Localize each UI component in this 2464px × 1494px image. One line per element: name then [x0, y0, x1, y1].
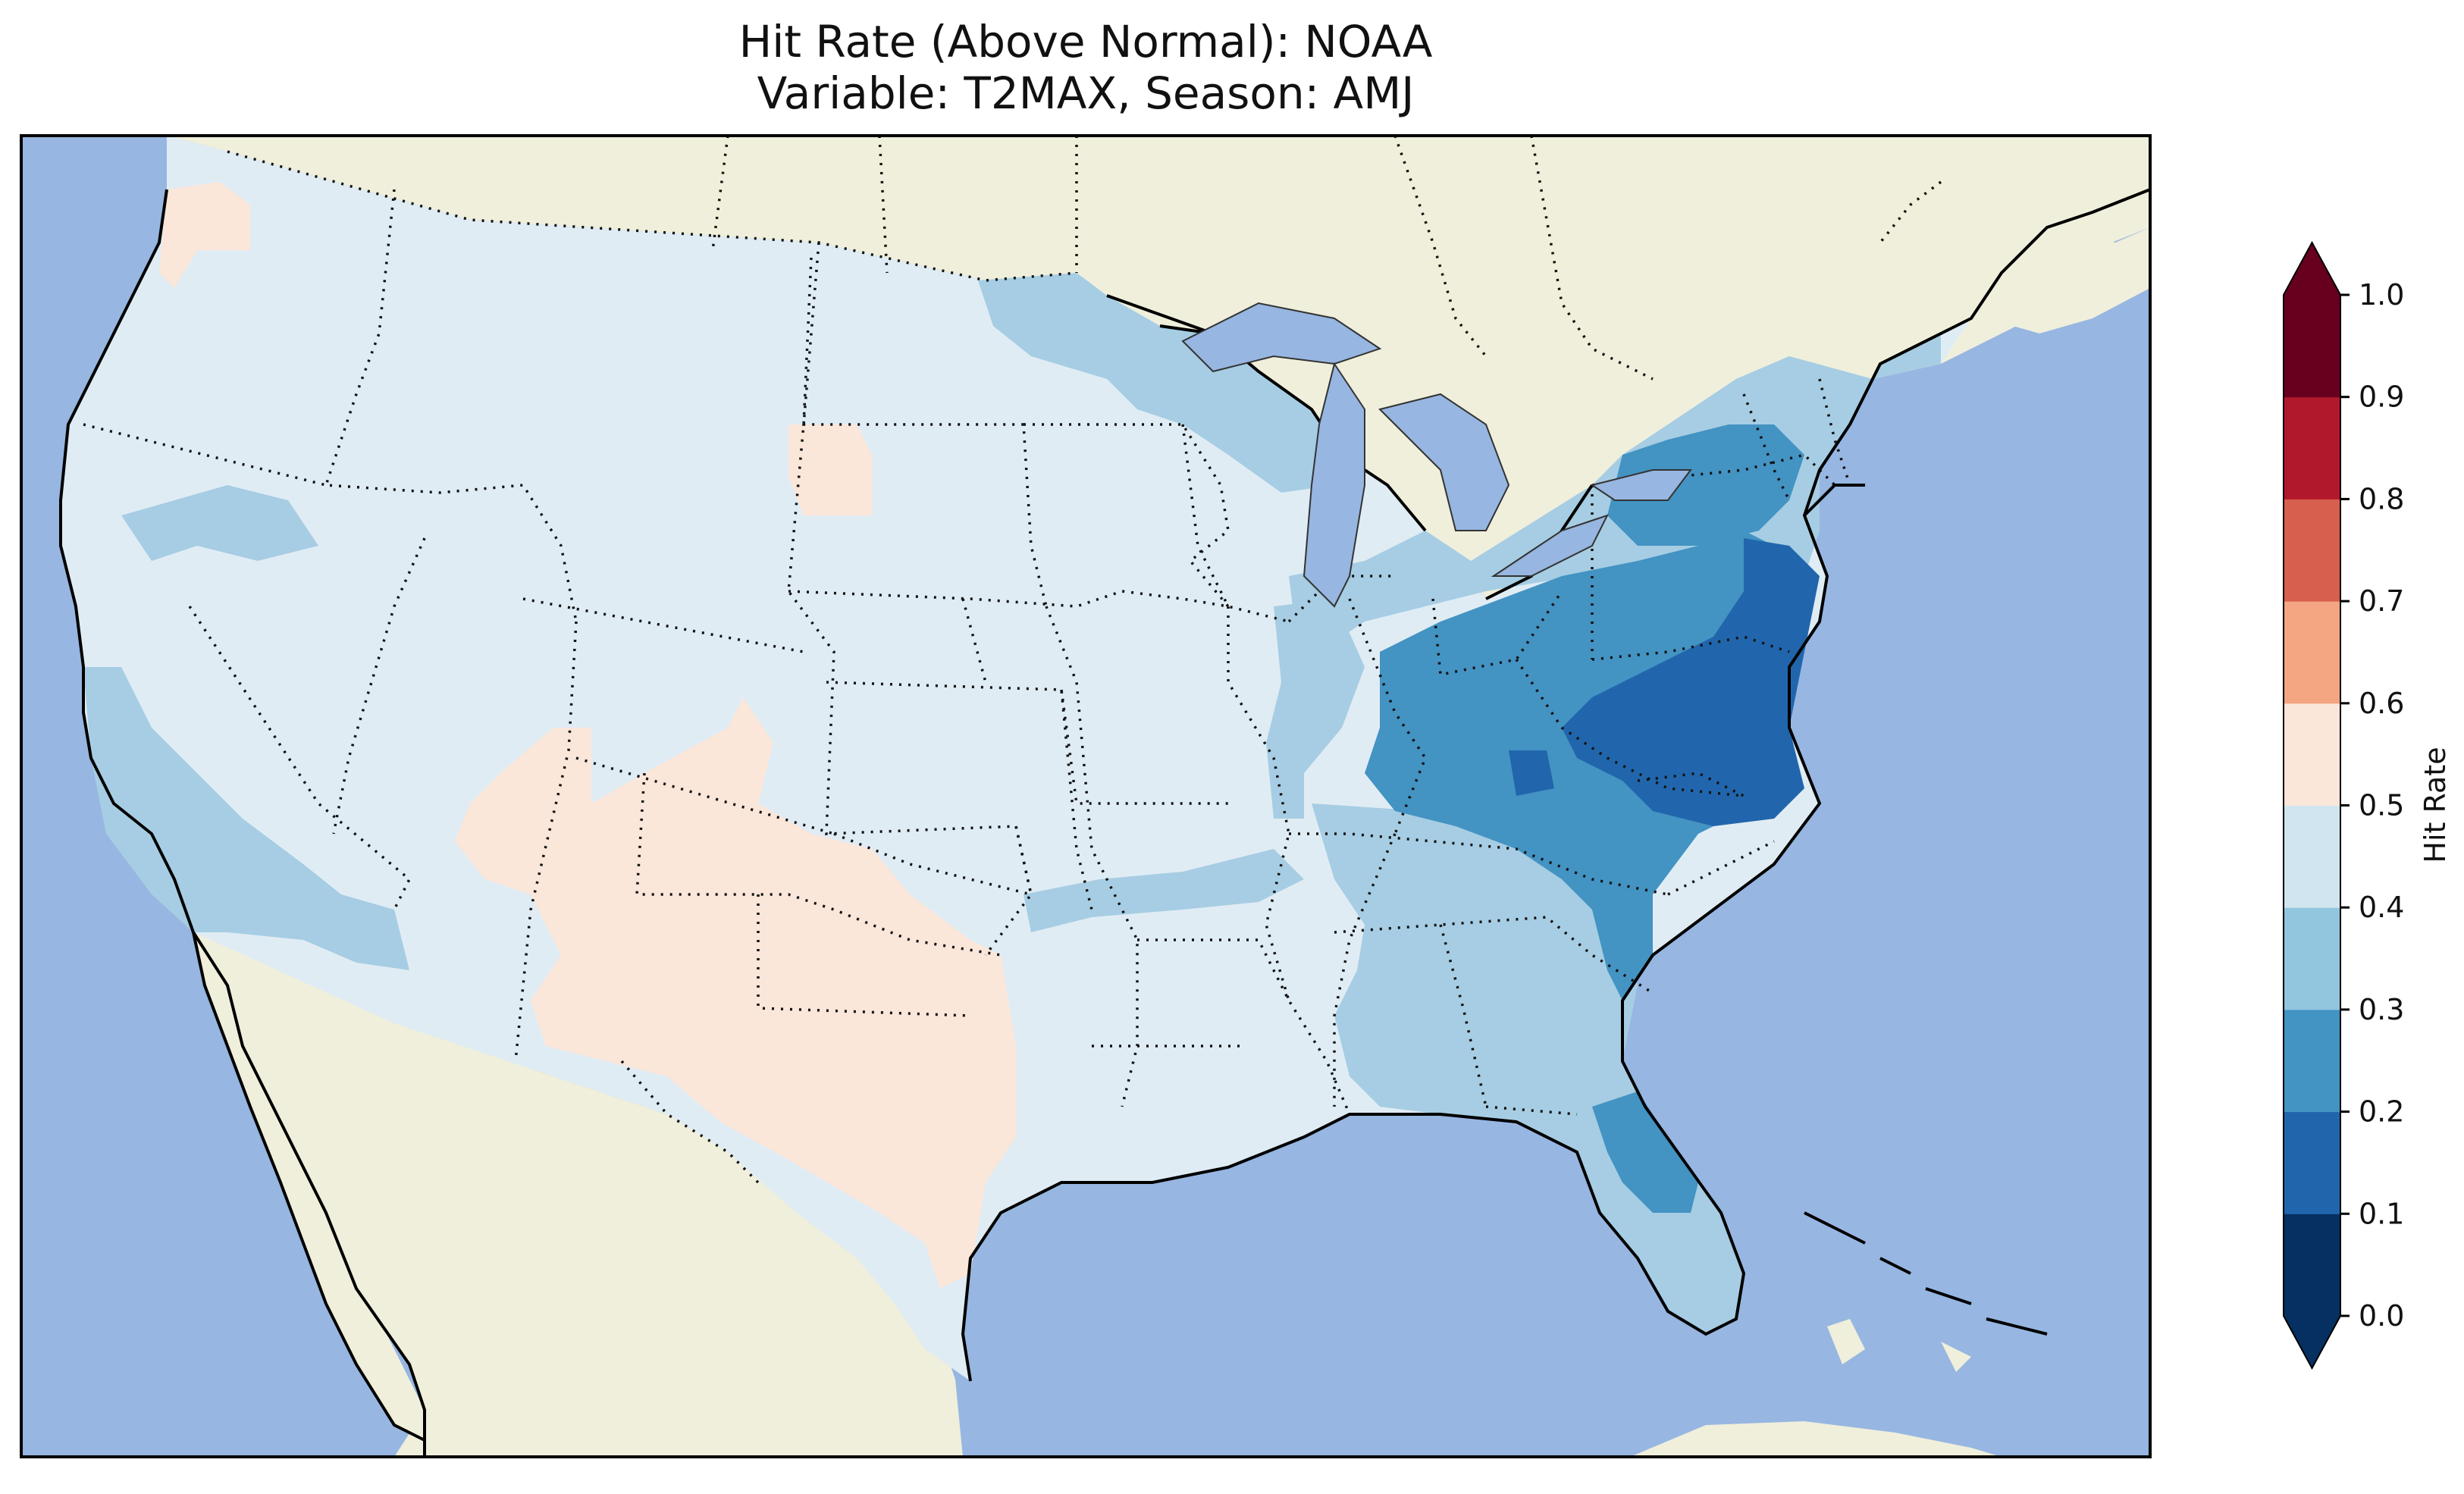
colorbar-tick-label: 0.7 [2359, 584, 2404, 618]
region-new-england-mid [1607, 424, 1804, 546]
colorbar-tick-label: 0.2 [2359, 1095, 2404, 1129]
mexico-land [197, 932, 963, 1457]
colorbar-segment [2284, 601, 2340, 704]
colorbar-tick-label: 0.9 [2359, 381, 2404, 414]
colorbar-segment [2284, 1214, 2340, 1317]
region-tx-ok-strip [1024, 849, 1304, 932]
canada-land [167, 136, 2150, 599]
region-ca-north [121, 485, 318, 561]
colorbar-tick-label: 0.3 [2359, 993, 2404, 1026]
region-wa-coast [159, 182, 250, 288]
colorbar-under-triangle [2284, 1316, 2340, 1368]
chart-title: Hit Rate (Above Normal): NOAA [738, 16, 1433, 67]
colorbar-tick-label: 1.0 [2359, 278, 2404, 312]
region-midwest-strip [1266, 599, 1365, 819]
colorbar-label: Hit Rate [2419, 747, 2452, 863]
colorbar-segment [2284, 1009, 2340, 1113]
map-frame [20, 134, 2152, 1458]
region-florida [1592, 1092, 1698, 1213]
colorbar-tick-label: 0.5 [2359, 789, 2404, 822]
colorbar-tick-label: 0.0 [2359, 1299, 2404, 1333]
chart-subtitle: Variable: T2MAX, Season: AMJ [757, 67, 1415, 119]
colorbar-segment [2284, 396, 2340, 500]
colorbar-segment [2284, 703, 2340, 806]
maritimes-land [1971, 227, 2150, 334]
region-ca-south [83, 667, 409, 970]
colorbar-over-triangle [2284, 243, 2340, 295]
region-wv-ky-spot [1509, 750, 1554, 796]
region-sw-texas [455, 697, 1016, 1289]
region-sd [788, 424, 872, 515]
colorbar-tick-label: 0.4 [2359, 891, 2404, 924]
colorbar-segment [2284, 805, 2340, 908]
region-southeast [1312, 803, 1744, 1334]
colorbar-outline [2283, 240, 2341, 1370]
coastlines [59, 188, 2150, 1457]
colorbar-tick-label: 0.1 [2359, 1197, 2404, 1230]
colorbar-segments [2284, 295, 2340, 1317]
bahamas-land [1827, 1319, 1971, 1372]
colorbar-ticks: 0.0 0.1 0.2 0.3 0.4 0.5 0.6 0.7 0.8 0.9 1.0 [2340, 278, 2404, 1333]
colorbar-tick-label: 0.6 [2359, 687, 2404, 720]
colorbar-segment [2284, 1111, 2340, 1214]
region-minnesota [978, 273, 1342, 493]
colorbar-segment [2284, 907, 2340, 1010]
cuba-land [1630, 1421, 2002, 1457]
colorbar-segment [2284, 499, 2340, 602]
region-nj-va [1562, 538, 1820, 826]
colorbar-segment [2284, 295, 2340, 398]
colorbar-tick-label: 0.8 [2359, 482, 2404, 515]
great-lakes [1181, 302, 1692, 608]
baja-land [193, 932, 425, 1440]
